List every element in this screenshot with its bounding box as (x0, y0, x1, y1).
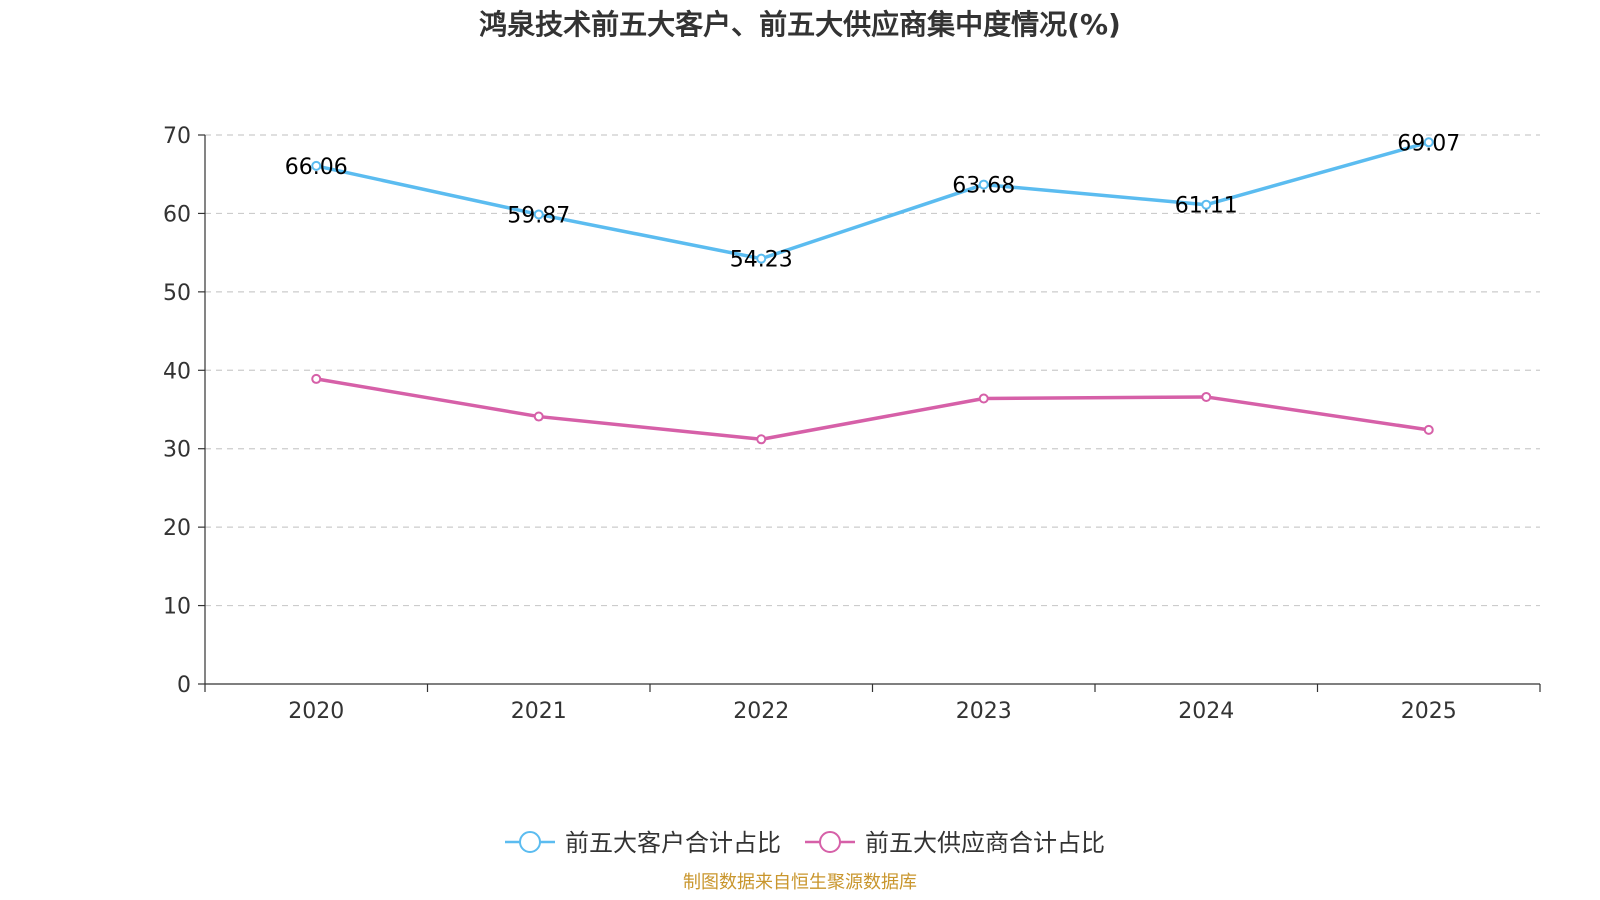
x-tick-label: 2025 (1401, 699, 1457, 724)
series (311, 137, 1434, 445)
data-point[interactable] (533, 411, 544, 422)
y-tick-label: 30 (163, 438, 191, 463)
data-point[interactable] (311, 160, 322, 171)
data-point[interactable] (978, 179, 989, 190)
data-point[interactable] (533, 209, 544, 220)
legend[interactable]: 前五大客户合计占比 前五大供应商合计占比 (505, 829, 1105, 857)
data-label: 69.07 (1397, 131, 1460, 156)
data-point[interactable] (311, 373, 322, 384)
grid-lines (205, 134, 1540, 607)
x-tick-label: 2023 (956, 699, 1012, 724)
data-point[interactable] (1423, 424, 1434, 435)
x-tick-label: 2020 (288, 699, 344, 724)
data-point[interactable] (1201, 199, 1212, 210)
data-label: 61.11 (1175, 194, 1238, 219)
y-tick-label: 10 (163, 595, 191, 620)
data-point[interactable] (1201, 391, 1212, 402)
data-label: 63.68 (952, 174, 1015, 199)
legend-label-2[interactable]: 前五大供应商合计占比 (865, 829, 1105, 857)
data-label: 66.06 (285, 155, 348, 180)
source-note: 制图数据来自恒生聚源数据库 (683, 872, 917, 893)
data-labels: 66.06 59.87 54.23 63.68 61.11 69.07 (285, 131, 1460, 272)
y-tick-label: 0 (177, 673, 191, 698)
chart-title: 鸿泉技术前五大客户、前五大供应商集中度情况(%) (479, 8, 1121, 41)
data-point[interactable] (978, 393, 989, 404)
data-point[interactable] (1423, 137, 1434, 148)
x-tick-label: 2021 (511, 699, 567, 724)
series-line-1 (315, 140, 1430, 261)
y-tick-label: 20 (163, 516, 191, 541)
data-label: 54.23 (730, 248, 793, 273)
x-tick-label: 2024 (1178, 699, 1234, 724)
legend-marker-1[interactable] (519, 831, 541, 853)
legend-marker-2[interactable] (819, 831, 841, 853)
y-tick-label: 40 (163, 359, 191, 384)
data-point[interactable] (756, 253, 767, 264)
x-tick-label: 2022 (733, 699, 789, 724)
y-tick-label: 60 (163, 202, 191, 227)
series-line-2 (315, 377, 1430, 442)
data-point[interactable] (756, 434, 767, 445)
y-tick-label: 70 (163, 124, 191, 149)
legend-label-1[interactable]: 前五大客户合计占比 (565, 829, 781, 857)
axes: 0 10 20 30 40 50 60 70 2020 2021 2022 2023 2024 2025 (163, 124, 1541, 724)
data-label: 59.87 (507, 203, 570, 228)
y-tick-label: 50 (163, 281, 191, 306)
